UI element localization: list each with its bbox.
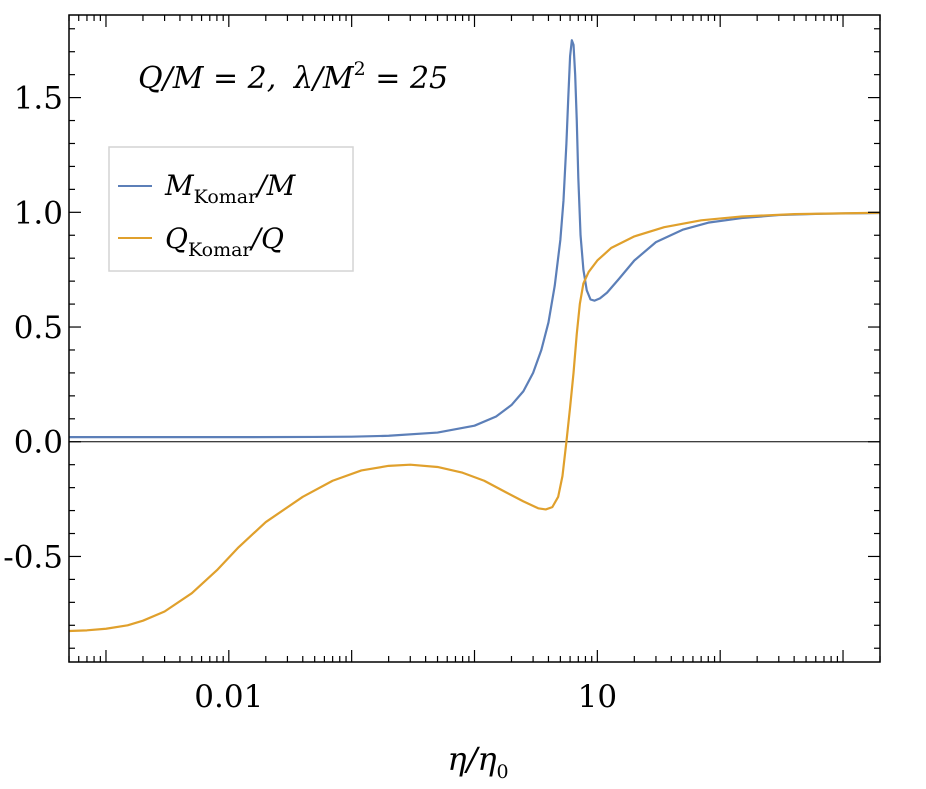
x-axis-label: η/η0 (447, 740, 508, 783)
legend: MKomar/M QKomar/Q (108, 146, 354, 272)
y-tick-label: 0.0 (14, 425, 63, 461)
y-tick-label: 0.5 (14, 310, 63, 346)
parameter-annotation: Q/M = 2, λ/M2 = 25 (138, 58, 448, 96)
legend-label-m-komar: MKomar/M (164, 169, 297, 208)
y-tick-label: 1.0 (14, 195, 63, 231)
x-tick-label: 10 (578, 679, 617, 715)
ticks-layer (68, 15, 881, 662)
y-tick-label: -0.5 (3, 539, 63, 575)
legend-label-q-komar: QKomar/Q (165, 222, 284, 261)
y-tick-label: 1.5 (14, 81, 63, 117)
legend-box (108, 146, 354, 272)
x-tick-label: 0.01 (194, 679, 263, 715)
tick-labels-layer: 1.5 1.0 0.5 0.0 -0.5 0.01 10 (3, 81, 617, 715)
series-line-q-komar (68, 211, 881, 633)
series-line-m-komar (69, 39, 881, 439)
series-layer (68, 39, 881, 633)
